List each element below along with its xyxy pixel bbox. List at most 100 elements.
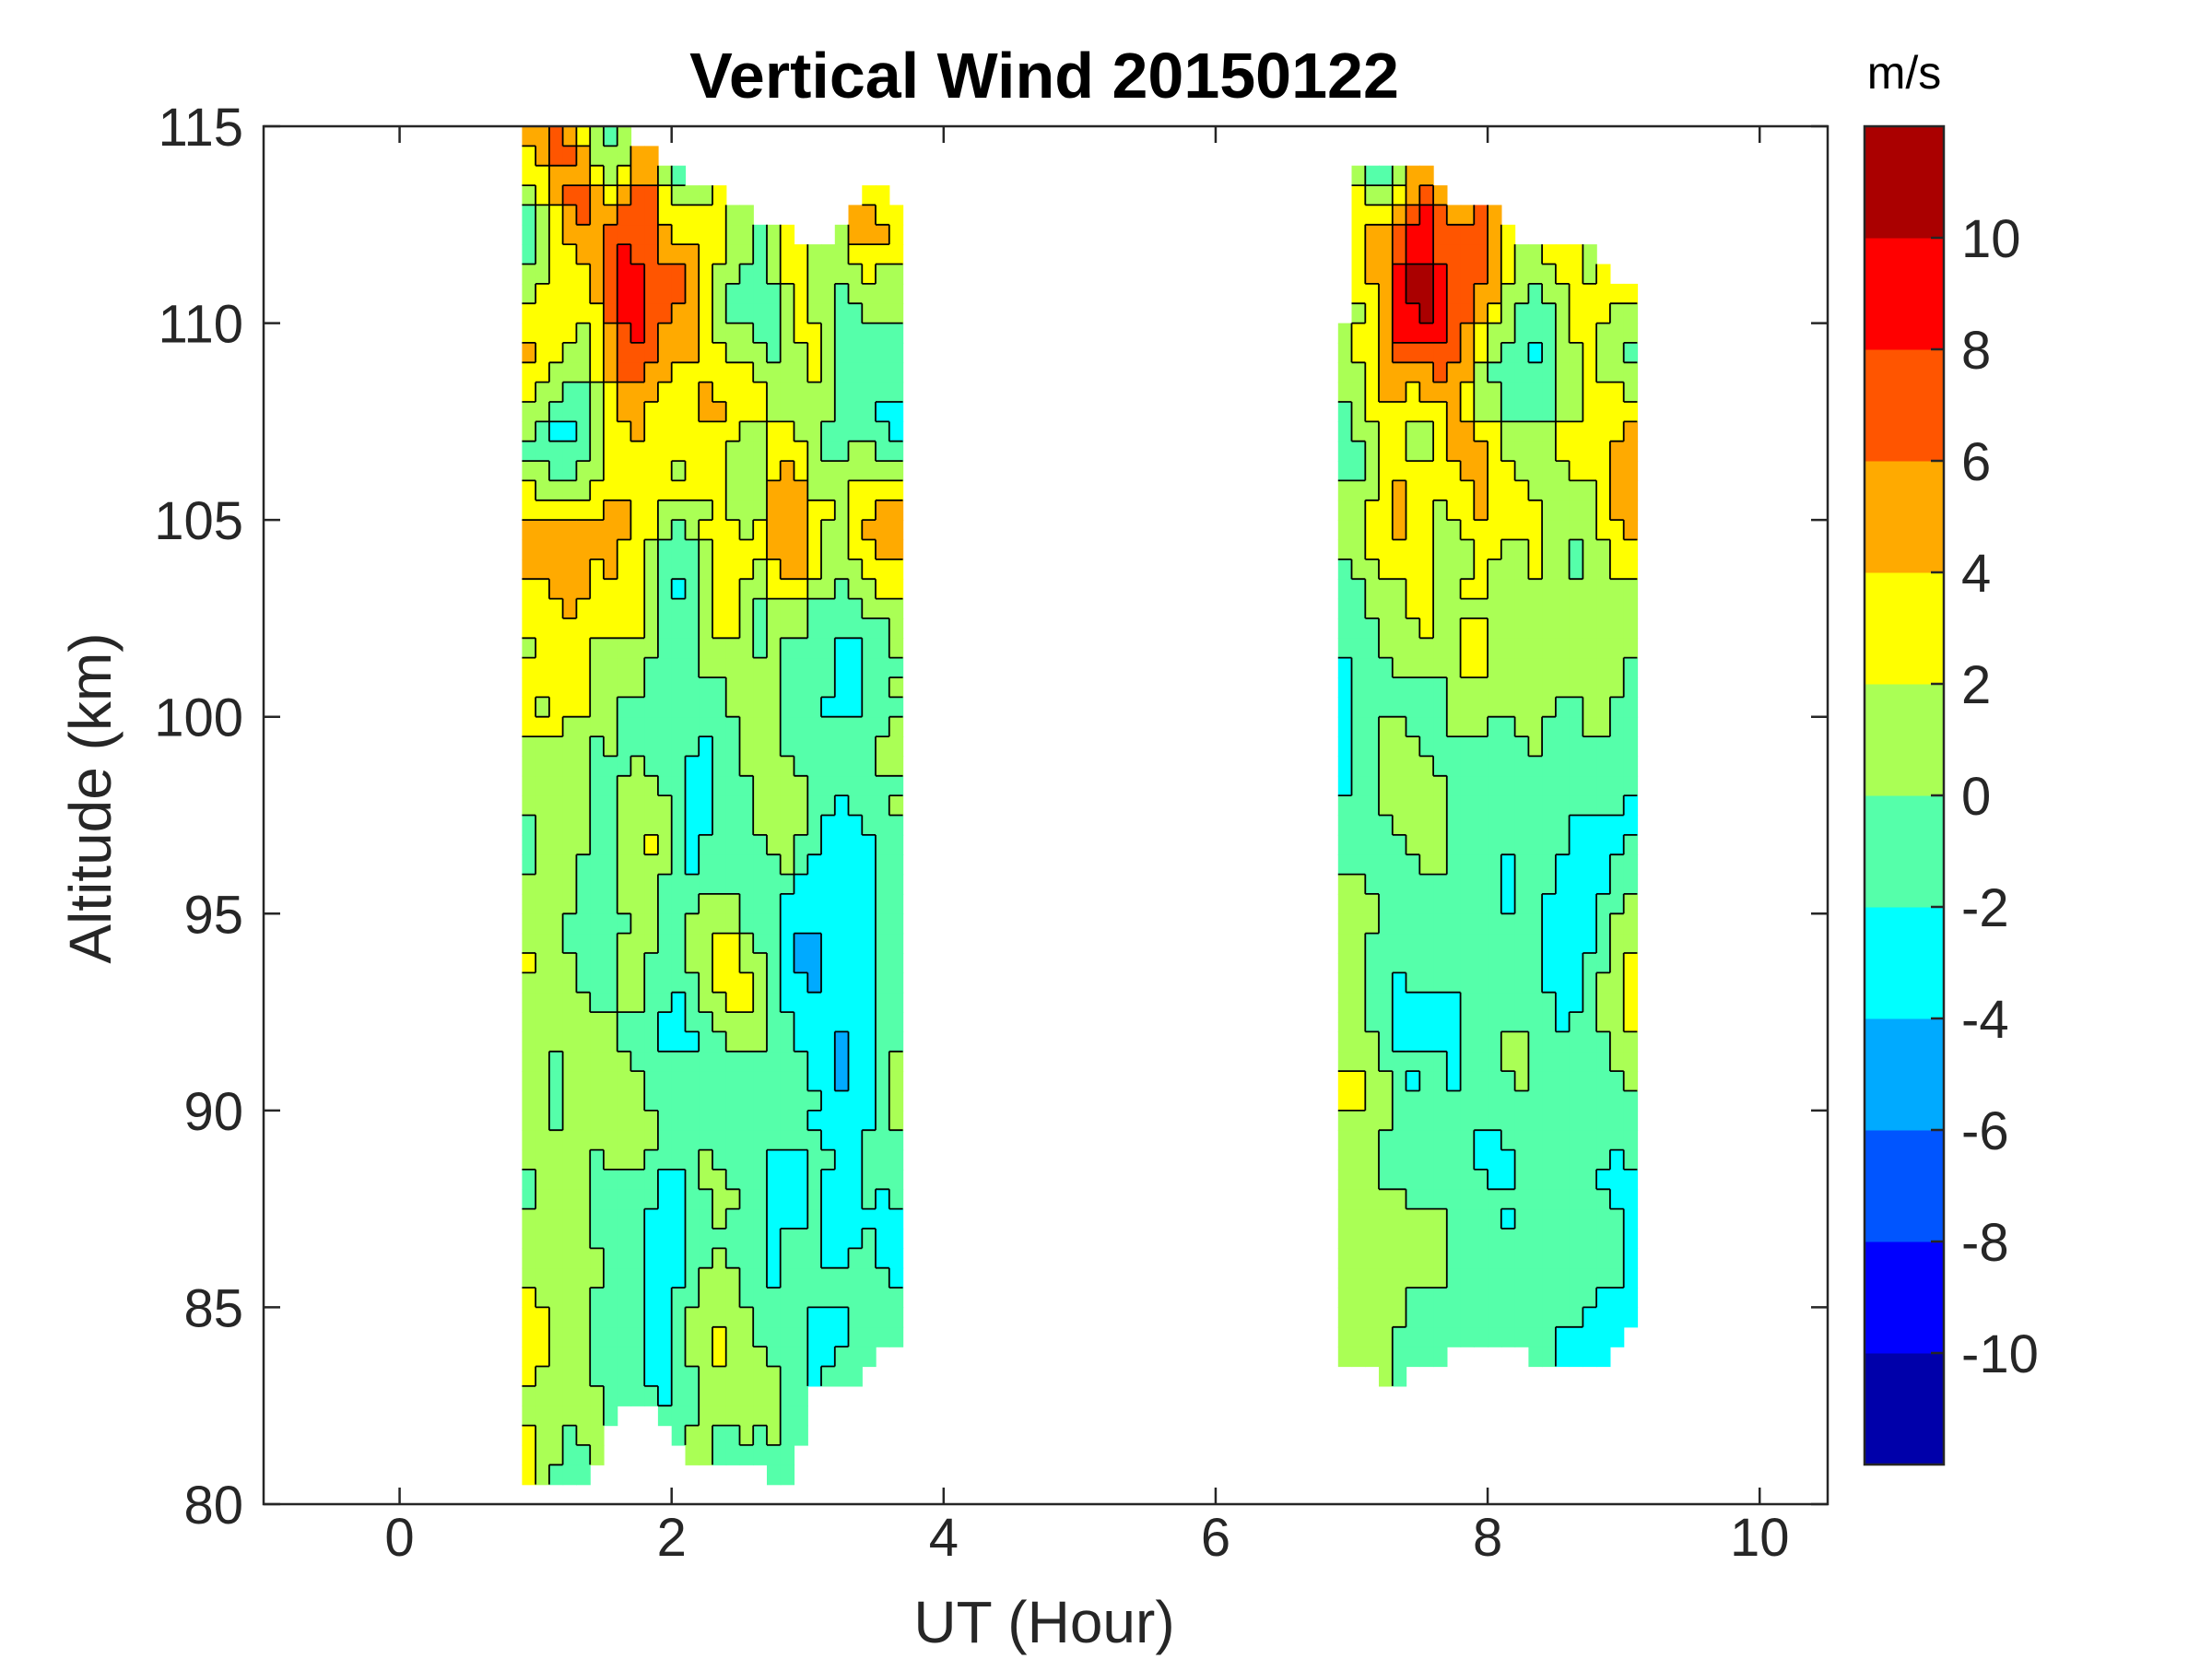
contour-cell [1446,323,1462,344]
contour-cell [1569,834,1583,855]
contour-cell [739,1385,754,1406]
contour-cell [1488,382,1502,403]
contour-cell [1474,1031,1488,1053]
contour-cell [725,1288,741,1309]
contour-cell [794,893,808,914]
contour-cell [1623,520,1639,541]
contour-cell [834,461,850,482]
contour-cell [794,933,808,954]
contour-cell [1488,913,1502,935]
contour-cell [590,303,605,324]
contour-cell [1474,559,1488,580]
contour-cell [725,756,741,777]
contour-cell [548,421,564,442]
contour-cell [888,795,904,817]
contour-cell [780,1090,795,1112]
contour-cell [671,1288,687,1309]
contour-cell [1500,323,1516,344]
contour-cell [807,815,822,836]
contour-cell [1460,1229,1475,1249]
y-tick-label: 95 [183,885,243,945]
contour-cell [1623,775,1639,796]
contour-cell [1460,1189,1475,1210]
contour-cell [1392,1189,1407,1210]
contour-cell [1596,1229,1611,1249]
contour-cell [739,441,754,462]
contour-cell [535,618,550,639]
contour-cell [753,1031,768,1053]
contour-cell [794,657,808,678]
contour-cell [1542,559,1557,580]
contour-cell [794,1248,808,1269]
contour-cell [780,1110,795,1131]
contour-cell [1406,323,1420,344]
contour-cell [1542,756,1557,777]
contour-cell [1446,1288,1462,1309]
contour-cell [848,677,863,698]
contour-cell [753,1248,768,1269]
contour-cell [1392,362,1407,383]
contour-cell [712,1012,727,1033]
contour-cell [630,323,645,344]
contour-cell [780,618,795,639]
contour-cell [630,559,645,580]
contour-cell [671,461,687,482]
contour-cell [1596,1208,1611,1230]
contour-cell [1583,1288,1597,1309]
contour-cell [1460,775,1475,796]
contour-cell [1446,1130,1462,1151]
contour-cell [522,716,536,737]
contour-cell [821,1366,836,1387]
contour-cell [848,736,863,758]
contour-cell [548,165,564,186]
contour-cell [603,756,618,777]
contour-cell [590,1385,605,1406]
contour-cell [671,736,687,758]
contour-cell [1609,579,1625,600]
contour-cell [1337,1248,1353,1269]
contour-cell [1609,1267,1625,1288]
contour-cell [1446,913,1462,935]
contour-cell [1365,775,1380,796]
contour-cell [780,500,795,521]
contour-cell [1406,933,1420,954]
contour-cell [1433,677,1448,698]
contour-cell [617,224,632,245]
contour-cell [848,421,863,442]
contour-cell [848,1051,863,1072]
contour-cell [767,402,782,422]
contour-cell [1365,874,1380,895]
contour-cell [1514,1288,1529,1309]
contour-cell [1500,775,1516,796]
contour-cell [522,342,536,363]
contour-cell [617,1288,632,1309]
contour-cell [1596,1149,1611,1171]
contour-cell [1514,697,1529,718]
contour-cell [712,1071,727,1092]
contour-cell [1392,165,1407,186]
contour-cell [848,1189,863,1210]
contour-cell [1609,1110,1625,1131]
contour-cell [1433,244,1448,265]
contour-cell [807,559,822,580]
contour-cell [1419,677,1434,698]
contour-cell [1446,697,1462,718]
contour-cell [1555,1090,1571,1112]
contour-cell [617,638,632,659]
contour-cell [1583,402,1597,422]
contour-cell [876,697,890,718]
contour-cell [630,953,645,973]
contour-cell [590,893,605,914]
contour-cell [767,579,782,600]
contour-cell [712,1031,727,1053]
contour-cell [617,874,632,895]
contour-cell [725,933,741,954]
contour-cell [712,185,727,206]
contour-cell [725,1326,741,1347]
contour-cell [1596,1189,1611,1210]
contour-cell [1365,500,1380,521]
contour-cell [548,1208,564,1230]
contour-cell [1406,421,1420,442]
contour-cell [535,1169,550,1190]
contour-cell [848,1012,863,1033]
